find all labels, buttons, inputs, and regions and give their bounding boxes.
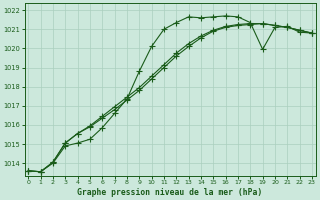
X-axis label: Graphe pression niveau de la mer (hPa): Graphe pression niveau de la mer (hPa) <box>77 188 263 197</box>
